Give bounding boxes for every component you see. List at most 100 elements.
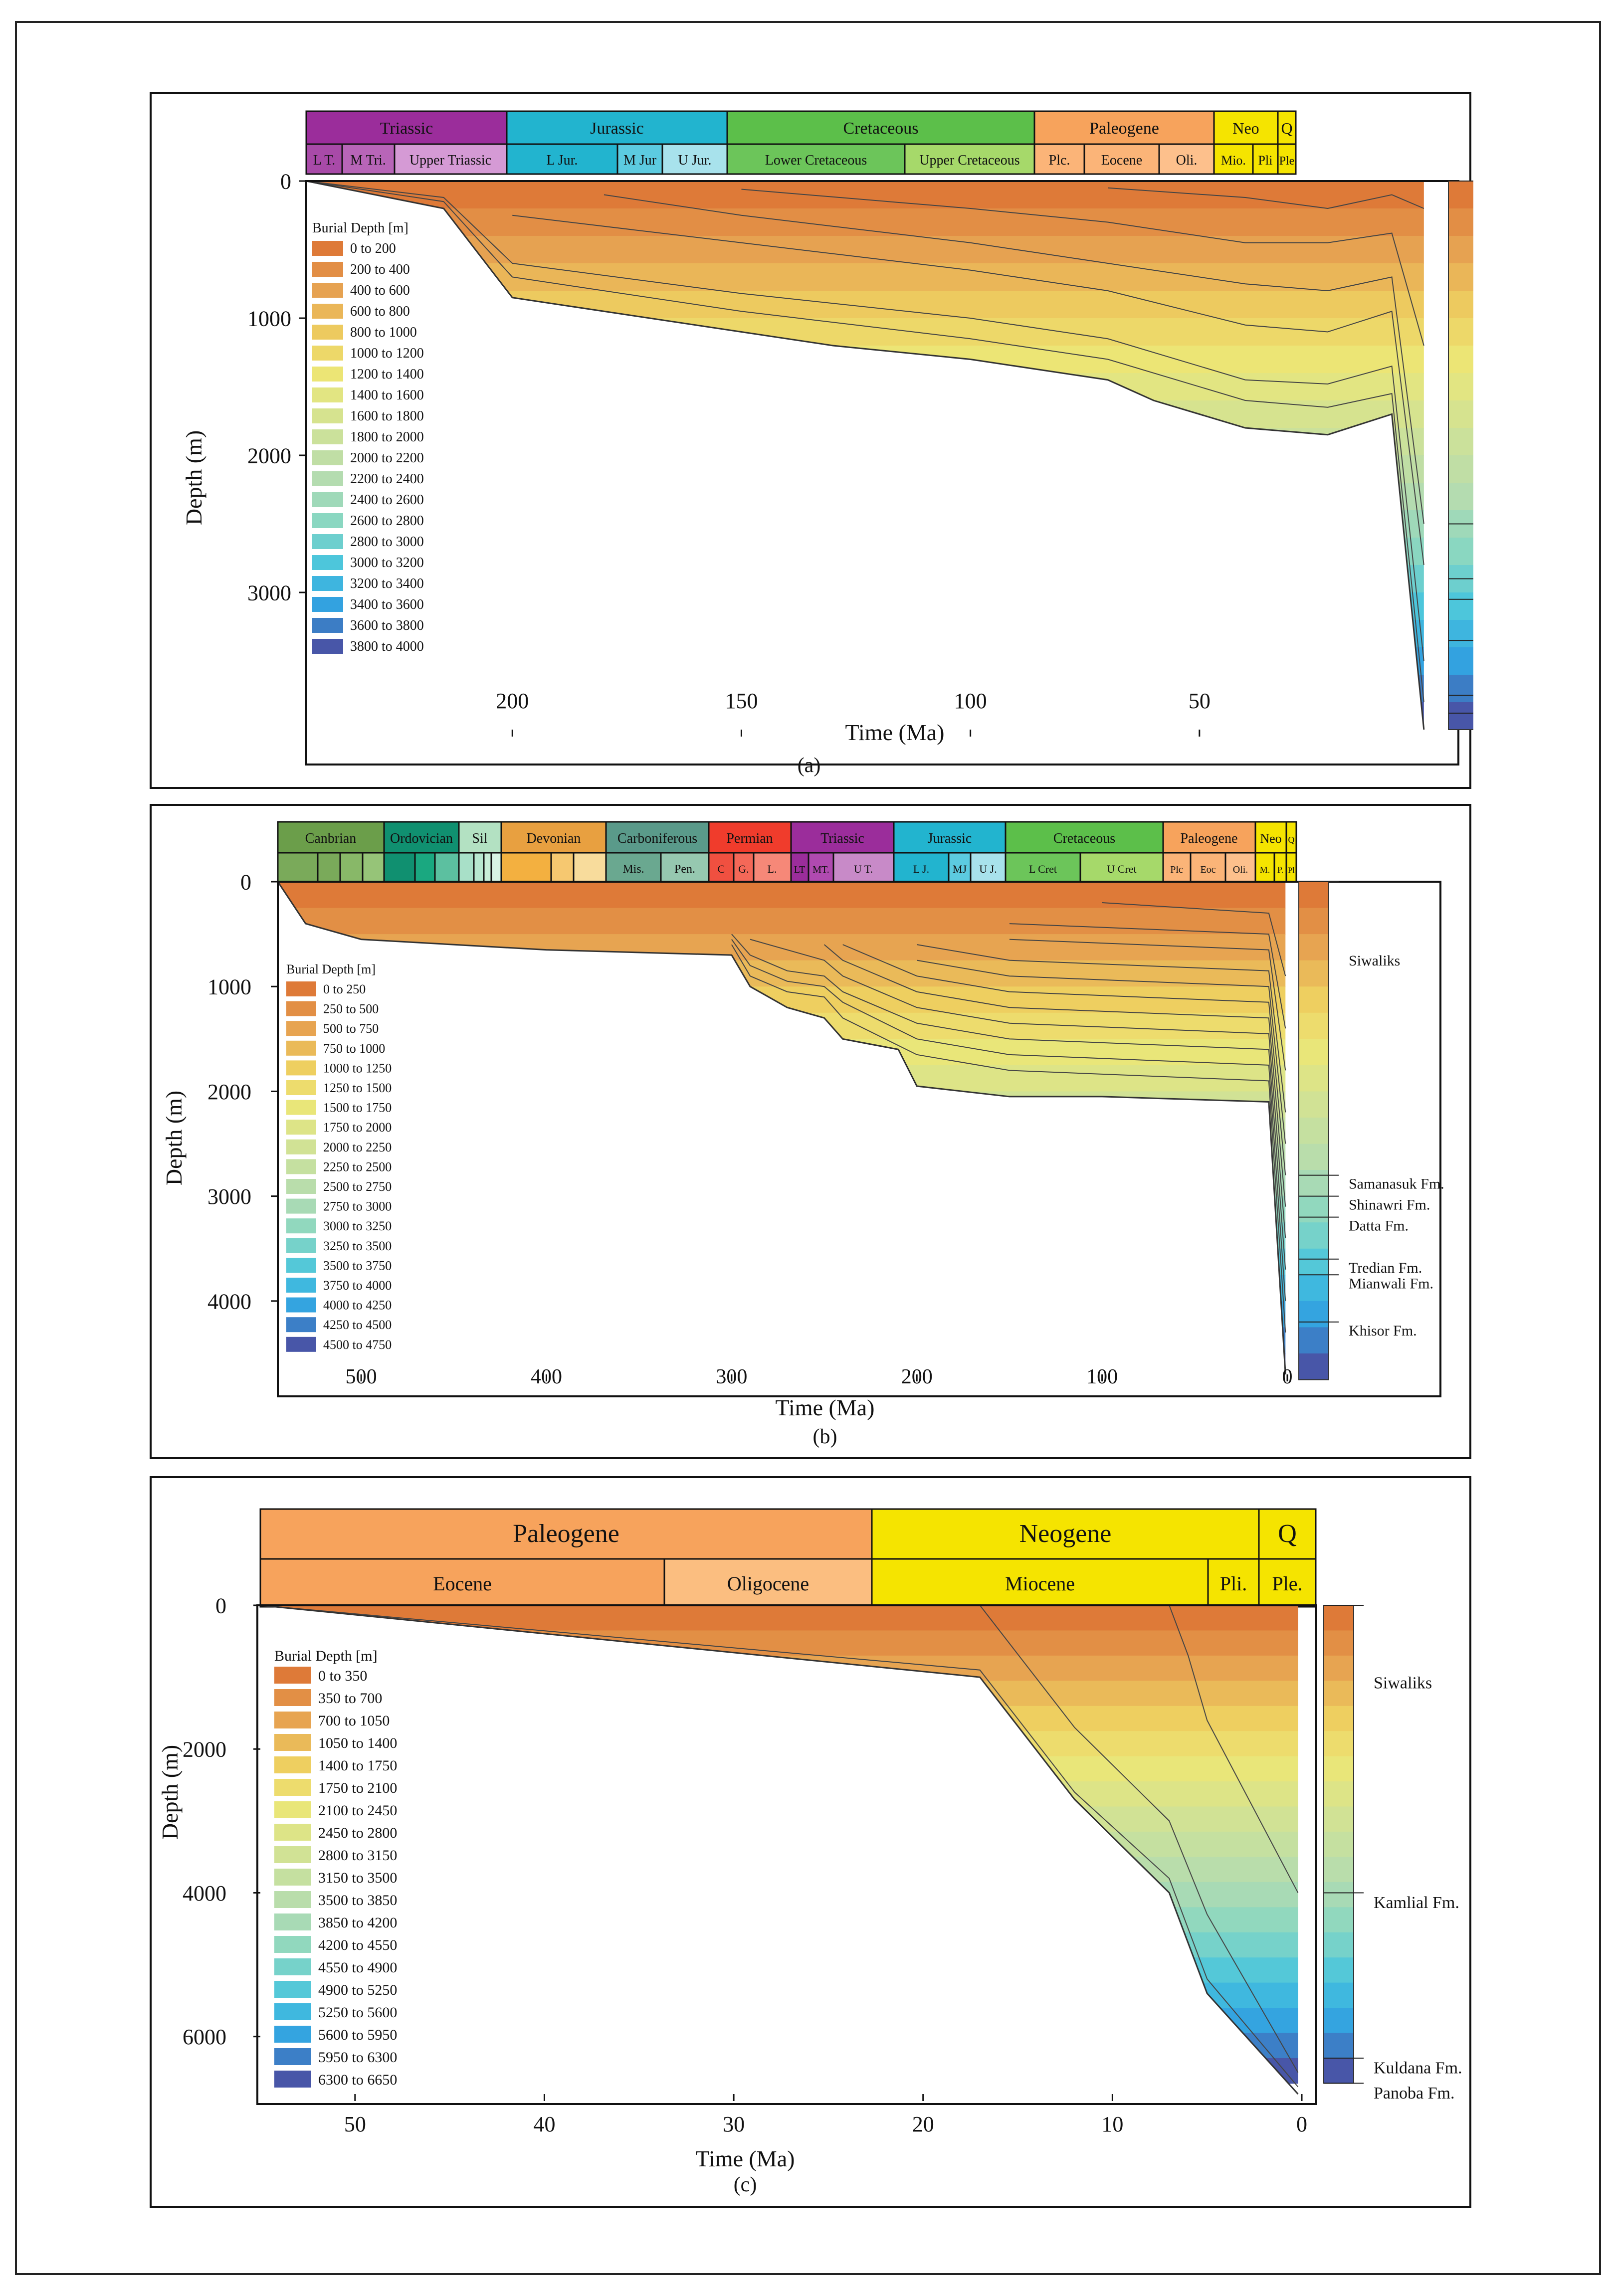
depth-band bbox=[306, 263, 1424, 291]
epoch-box bbox=[277, 852, 319, 883]
formation-label: Kuldana Fm. bbox=[1374, 2059, 1462, 2078]
legend-swatch bbox=[274, 1689, 311, 1706]
legend-swatch bbox=[274, 1756, 311, 1773]
formation-label: Shinawri Fm. bbox=[1349, 1197, 1430, 1213]
formation-column-band bbox=[1324, 1756, 1354, 1782]
legend-label: 500 to 750 bbox=[323, 1021, 379, 1036]
formation-column-band bbox=[1448, 346, 1473, 374]
depth-band bbox=[278, 1170, 1286, 1197]
epoch-box bbox=[500, 852, 552, 883]
horizon-line bbox=[823, 944, 1286, 1207]
formation-column-band bbox=[1448, 620, 1473, 648]
epoch-label: Oli. bbox=[1176, 153, 1198, 168]
depth-band bbox=[306, 455, 1424, 483]
depth-band bbox=[260, 1706, 1298, 1732]
legend-swatch bbox=[286, 1317, 316, 1333]
formation-column-band bbox=[1448, 318, 1473, 346]
depth-band bbox=[278, 1144, 1286, 1171]
legend-swatch bbox=[312, 450, 343, 465]
epoch-label: Eoc bbox=[1200, 864, 1215, 875]
formation-column-band bbox=[1324, 1982, 1354, 2009]
formation-column-band bbox=[1299, 1144, 1329, 1171]
epoch-label: Oligocene bbox=[727, 1572, 809, 1595]
depth-band bbox=[278, 1196, 1286, 1223]
epoch-box bbox=[726, 143, 906, 175]
formation-column-band bbox=[1448, 592, 1473, 620]
legend-label: 0 to 350 bbox=[318, 1668, 367, 1684]
formation-column-band bbox=[1448, 181, 1473, 209]
epoch-label: Upper Cretaceous bbox=[919, 153, 1019, 168]
legend-label: 1200 to 1400 bbox=[350, 367, 424, 382]
panel-c: Paleogene Neogene Q Eocene Oligocene Mio… bbox=[150, 1476, 1471, 2208]
legend-swatch bbox=[312, 618, 343, 633]
epoch-label: G. bbox=[738, 863, 749, 875]
epoch-box bbox=[1083, 143, 1160, 175]
legend-label: 2000 to 2200 bbox=[350, 450, 424, 466]
legend-swatch bbox=[286, 1258, 316, 1273]
formation-label: Siwaliks bbox=[1374, 1674, 1432, 1693]
period-label: Paleogene bbox=[1180, 831, 1237, 846]
panel-a-svg: Triassic Jurassic Cretaceous Paleogene N… bbox=[181, 110, 1473, 777]
legend-swatch bbox=[312, 555, 343, 570]
x-axis-ticks: 500 400 300 200 100 0 bbox=[346, 1365, 1293, 1388]
epoch-label: Pli bbox=[1258, 153, 1273, 168]
legend-swatch bbox=[286, 1297, 316, 1313]
legend-title: Burial Depth [m] bbox=[274, 1648, 378, 1664]
epoch-box bbox=[661, 143, 728, 175]
epoch-box bbox=[483, 852, 492, 883]
epoch-box bbox=[383, 852, 416, 883]
panel-caption: (c) bbox=[734, 2173, 757, 2196]
legend-label: 600 to 800 bbox=[350, 304, 410, 319]
epoch-box bbox=[305, 143, 343, 175]
legend-swatch bbox=[286, 1218, 316, 1234]
formation-column-band bbox=[1324, 1806, 1354, 1832]
formation-label: Siwaliks bbox=[1349, 953, 1400, 969]
depth-bands bbox=[278, 882, 1286, 1374]
x-tick-label: 50 bbox=[1189, 689, 1211, 713]
legend-swatch bbox=[312, 325, 343, 340]
depth-band bbox=[306, 291, 1424, 319]
depth-band bbox=[278, 1065, 1286, 1092]
legend-label: 2100 to 2450 bbox=[318, 1802, 397, 1819]
formation-labels: SiwaliksLumshiwal Fm.Chichali Fm.Samanas… bbox=[1448, 181, 1473, 714]
legend-label: 1500 to 1750 bbox=[323, 1101, 392, 1115]
legend-label: 5600 to 5950 bbox=[318, 2027, 397, 2043]
depth-band bbox=[260, 1756, 1298, 1782]
epoch-box bbox=[362, 852, 385, 883]
y-tick-label: 4000 bbox=[183, 1881, 226, 1906]
legend-swatch bbox=[274, 1734, 311, 1751]
depth-band bbox=[306, 620, 1424, 648]
formation-column-band bbox=[1299, 908, 1329, 935]
period-label: Neo bbox=[1232, 119, 1259, 137]
epoch-box bbox=[1254, 852, 1275, 883]
period-label: Canbrian bbox=[305, 831, 357, 846]
y-tick-label: 6000 bbox=[183, 2025, 226, 2049]
legend-label: 3000 to 3200 bbox=[350, 555, 424, 571]
depth-band bbox=[278, 1248, 1286, 1276]
period-box bbox=[500, 821, 607, 854]
formation-column-band bbox=[1448, 208, 1473, 236]
legend-swatch bbox=[274, 1958, 311, 1975]
legend-label: 0 to 250 bbox=[323, 982, 366, 996]
epoch-box bbox=[573, 852, 607, 883]
legend: Burial Depth [m] 0 to 350 350 to 700 700 t… bbox=[274, 1648, 397, 2088]
horizon-lines bbox=[731, 902, 1286, 1333]
legend-label: 3150 to 3500 bbox=[318, 1870, 397, 1886]
formation-column-band bbox=[1448, 263, 1473, 291]
legend-swatch bbox=[312, 597, 343, 612]
legend-swatch bbox=[286, 981, 316, 996]
legend-label: 4900 to 5250 bbox=[318, 1982, 397, 1998]
legend-label: 2800 to 3150 bbox=[318, 1847, 397, 1864]
x-axis-ticks: 50 40 30 20 10 0 bbox=[344, 2094, 1307, 2136]
formation-column-band bbox=[1324, 1831, 1354, 1858]
formation-column-band bbox=[1324, 1605, 1354, 1631]
horizon-line bbox=[842, 944, 1286, 1175]
depth-band bbox=[306, 236, 1424, 264]
formation-column-band bbox=[1448, 373, 1473, 401]
legend-swatch bbox=[286, 1100, 316, 1115]
x-axis-label: Time (Ma) bbox=[845, 720, 945, 745]
legend-label: 2450 to 2800 bbox=[318, 1825, 397, 1841]
legend-label: 3500 to 3750 bbox=[323, 1258, 392, 1273]
horizon-line bbox=[1009, 939, 1286, 1071]
formation-column-band bbox=[1299, 1353, 1329, 1380]
